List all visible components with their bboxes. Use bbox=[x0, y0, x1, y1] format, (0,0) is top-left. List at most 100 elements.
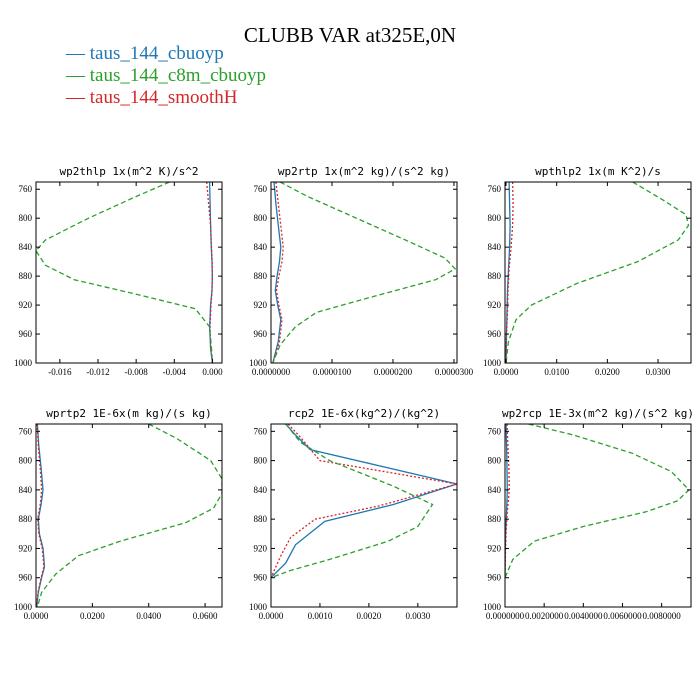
series-group bbox=[505, 182, 690, 363]
y-tick-label: 840 bbox=[19, 242, 33, 252]
legend: — taus_144_cbuoyp — taus_144_c8m_cbuoyp … bbox=[65, 43, 266, 108]
series-line-taus-144-cbuoyp bbox=[505, 182, 511, 363]
series-group bbox=[36, 424, 222, 607]
y-tick-label: 800 bbox=[254, 213, 268, 223]
y-tick-label: 880 bbox=[19, 514, 33, 524]
panel-title: wpthlp2 1x(m K^2)/s bbox=[535, 165, 661, 178]
panel-title: rcp2 1E-6x(kg^2)/(kg^2) bbox=[288, 407, 440, 420]
legend-entry-c8m-cbuoyp: — taus_144_c8m_cbuoyp bbox=[65, 65, 266, 86]
plot-frame bbox=[270, 181, 458, 364]
series-line-taus-144-cbuoyp bbox=[208, 182, 214, 363]
y-tick-label: 960 bbox=[488, 329, 502, 339]
series-group bbox=[36, 182, 214, 363]
panel-3: wpthlp2 1x(m K^2)/s 760 800 840 880 920 960 100… bbox=[483, 165, 692, 377]
y-tick-label: 1000 bbox=[483, 602, 502, 612]
x-tick-label: 0.0000100 bbox=[313, 367, 352, 377]
x-tick-label: 0.0000 bbox=[24, 611, 49, 621]
y-tick-label: 760 bbox=[19, 184, 33, 194]
y-tick-label: 760 bbox=[488, 426, 502, 436]
series-line-taus-144-smoothH bbox=[271, 424, 457, 578]
series-line-taus-144-c8m-cbuoyp bbox=[505, 182, 690, 363]
series-group bbox=[505, 424, 690, 578]
x-tick-label: 0.0060000 bbox=[603, 611, 642, 621]
y-tick-label: 960 bbox=[19, 573, 33, 583]
x-tick-label: 0.0080000 bbox=[643, 611, 682, 621]
series-line-taus-144-smoothH bbox=[505, 182, 514, 363]
x-tick-label: 0.0400 bbox=[136, 611, 161, 621]
plot-frame bbox=[504, 423, 692, 608]
series-line-taus-144-c8m-cbuoyp bbox=[505, 424, 690, 578]
series-line-taus-144-cbuoyp bbox=[271, 424, 457, 579]
y-tick-label: 760 bbox=[254, 184, 268, 194]
y-tick-label: 880 bbox=[488, 514, 502, 524]
y-tick-label: 800 bbox=[19, 213, 33, 223]
y-tick-label: 1000 bbox=[249, 358, 268, 368]
y-tick-label: 840 bbox=[254, 242, 268, 252]
y-tick-label: 920 bbox=[254, 543, 268, 553]
y-tick-label: 880 bbox=[488, 271, 502, 281]
series-group bbox=[272, 182, 457, 363]
x-tick-label: 0.0020 bbox=[357, 611, 382, 621]
y-tick-label: 840 bbox=[19, 485, 33, 495]
plot-frame bbox=[35, 181, 223, 364]
series-line-taus-144-smoothH bbox=[36, 424, 45, 607]
y-tick-label: 760 bbox=[488, 184, 502, 194]
series-line-taus-144-cbuoyp bbox=[272, 182, 282, 363]
figure-title: CLUBB VAR at325E,0N bbox=[244, 23, 456, 47]
panel-title: wp2rcp 1E-3x(m^2 kg)/(s^2 kg) bbox=[502, 407, 694, 420]
x-tick-label: 0.0000300 bbox=[435, 367, 474, 377]
x-tick-label: 0.0200 bbox=[595, 367, 620, 377]
x-tick-label: 0.0000000 bbox=[486, 611, 525, 621]
x-tick-label: 0.0040000 bbox=[564, 611, 603, 621]
x-tick-label: 0.0600 bbox=[193, 611, 218, 621]
x-tick-label: 0.0200 bbox=[80, 611, 105, 621]
series-line-taus-144-c8m-cbuoyp bbox=[36, 424, 222, 607]
y-tick-label: 920 bbox=[19, 543, 33, 553]
x-tick-label: 0.0300 bbox=[646, 367, 671, 377]
series-line-taus-144-c8m-cbuoyp bbox=[271, 424, 434, 579]
y-tick-label: 800 bbox=[488, 456, 502, 466]
plot-frame bbox=[270, 423, 458, 608]
x-tick-label: 0.0030 bbox=[405, 611, 430, 621]
x-tick-label: 0.0000000 bbox=[252, 367, 291, 377]
y-tick-label: 1000 bbox=[483, 358, 502, 368]
y-tick-label: 960 bbox=[254, 329, 268, 339]
plot-frame bbox=[35, 423, 223, 608]
panel-1: wp2thlp 1x(m^2 K)/s^2 760 800 840 880 920 960 1… bbox=[14, 165, 223, 377]
panel-title: wp2rtp 1x(m^2 kg)/(s^2 kg) bbox=[278, 165, 450, 178]
panel-5: rcp2 1E-6x(kg^2)/(kg^2) 760 800 840 880 920 96… bbox=[249, 407, 458, 621]
x-tick-label: 0.0000200 bbox=[374, 367, 413, 377]
panel-2: wp2rtp 1x(m^2 kg)/(s^2 kg) 760 800 840 880 92… bbox=[249, 165, 474, 377]
panel-title: wp2thlp 1x(m^2 K)/s^2 bbox=[59, 165, 198, 178]
legend-entry-cbuoyp: — taus_144_cbuoyp bbox=[65, 43, 224, 64]
panel-title: wprtp2 1E-6x(m kg)/(s kg) bbox=[46, 407, 212, 420]
x-tick-label: 0.0000 bbox=[494, 367, 519, 377]
y-tick-label: 1000 bbox=[14, 358, 33, 368]
y-tick-label: 920 bbox=[254, 300, 268, 310]
panel-6: wp2rcp 1E-3x(m^2 kg)/(s^2 kg)760 800 840 88… bbox=[483, 407, 694, 621]
x-tick-label: 0.0020000 bbox=[525, 611, 564, 621]
y-tick-label: 880 bbox=[254, 271, 268, 281]
y-tick-label: 960 bbox=[488, 573, 502, 583]
y-tick-label: 840 bbox=[254, 485, 268, 495]
y-tick-label: 920 bbox=[488, 543, 502, 553]
x-tick-label: 0.0100 bbox=[544, 367, 569, 377]
y-tick-label: 800 bbox=[19, 456, 33, 466]
series-line-taus-144-smoothH bbox=[272, 182, 284, 363]
y-tick-label: 1000 bbox=[14, 602, 33, 612]
series-line-taus-144-c8m-cbuoyp bbox=[272, 182, 457, 363]
y-tick-label: 920 bbox=[19, 300, 33, 310]
x-tick-label: -0.004 bbox=[163, 367, 187, 377]
y-tick-label: 840 bbox=[488, 485, 502, 495]
y-tick-label: 760 bbox=[19, 426, 33, 436]
y-tick-label: 920 bbox=[488, 300, 502, 310]
y-tick-label: 880 bbox=[19, 271, 33, 281]
panel-4: wprtp2 1E-6x(m kg)/(s kg) 760 800 840 880 920… bbox=[14, 407, 223, 621]
y-tick-label: 880 bbox=[254, 514, 268, 524]
y-tick-label: 1000 bbox=[249, 602, 268, 612]
x-tick-label: 0.0010 bbox=[308, 611, 333, 621]
series-line-taus-144-c8m-cbuoyp bbox=[36, 182, 214, 363]
y-tick-label: 960 bbox=[254, 573, 268, 583]
x-tick-label: -0.012 bbox=[86, 367, 109, 377]
x-tick-label: 0.0000 bbox=[259, 611, 284, 621]
